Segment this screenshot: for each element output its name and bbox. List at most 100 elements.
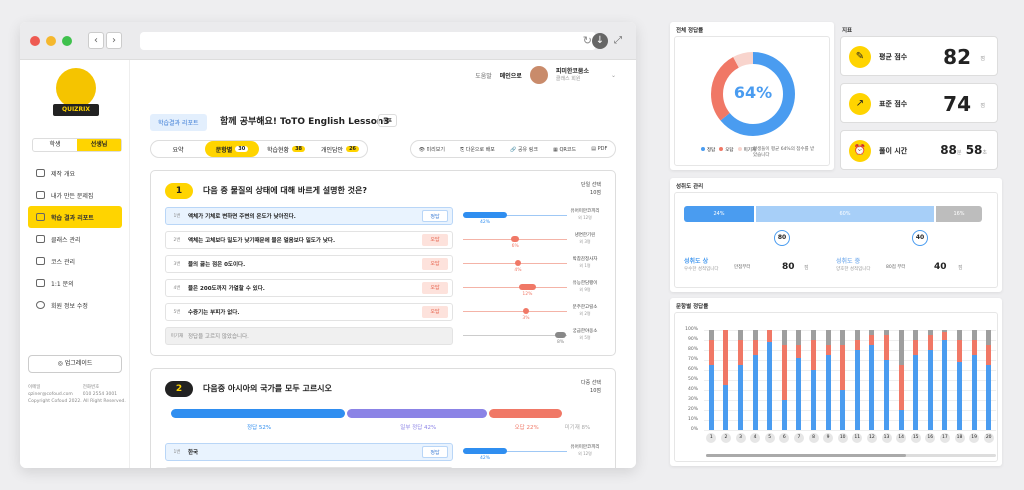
minimize-dot[interactable] [46, 36, 56, 46]
back-icon[interactable]: ‹ [88, 32, 104, 49]
responder-label: 분주한고릴소 외 2명 [555, 305, 615, 317]
sidebar-item-report[interactable]: 학습 결과 리포트 [28, 206, 122, 228]
chart-bar-정답 [723, 385, 729, 430]
response-track [463, 335, 567, 336]
responder-label: 유어미만코끼리 외 12명 [555, 445, 615, 457]
download-icon[interactable]: ↓ [592, 33, 608, 49]
correct-tag: 정답 [422, 210, 448, 222]
chart-bar-정답 [738, 365, 743, 430]
high-unit: 점 [804, 265, 809, 271]
gridline [704, 350, 996, 351]
response-percent: 8% [557, 340, 565, 345]
responder-label: 유능한담팽이 외 9명 [555, 281, 615, 293]
upgrade-button[interactable]: ◎ 업그레이드 [28, 355, 122, 373]
fullscreen-icon[interactable]: ⤢ [614, 35, 622, 46]
x-tick-label: 6 [779, 433, 790, 443]
option-row[interactable]: 5번 수증기는 부피가 없다. 오답 [165, 303, 453, 321]
legend-label: 정답 [707, 148, 716, 153]
option-row[interactable]: 2번이탈리아오답 [165, 467, 453, 468]
option-row[interactable]: 1번 한국 정답 [165, 443, 453, 461]
chart-bar-미기재 [986, 330, 992, 345]
share-link-button[interactable]: 🔗 공유 링크 [510, 146, 538, 153]
sidebar-menu: 제작 개요 내가 만든 문제집 학습 결과 리포트 클래스 관리 코스 관리 1… [28, 162, 122, 316]
option-row[interactable]: 3번 물의 끓는 점은 0도이다. 오답 [165, 255, 453, 273]
gridline [704, 340, 996, 341]
response-bar [523, 308, 529, 314]
chevron-down-icon[interactable]: ⌄ [610, 71, 616, 79]
help-link[interactable]: 도움말 [475, 72, 492, 80]
sidebar-item-profile[interactable]: 회원 정보 수정 [28, 294, 122, 316]
high-value: 80 [782, 262, 795, 272]
tool-label: PDF [597, 146, 608, 152]
x-tick-label: 20 [983, 433, 994, 443]
accuracy-legend: 정답 오답 미기재 [701, 147, 756, 153]
tab-progress[interactable]: 학습현황 38 [259, 141, 313, 157]
correct-tag: 정답 [422, 446, 448, 458]
check-icon: ◎ [57, 360, 65, 367]
chart-bar-오답 [854, 340, 860, 350]
responder-label: 유어미만코끼리 외 12명 [555, 209, 615, 221]
maximize-dot[interactable] [62, 36, 72, 46]
responder-name: 유어미만코끼리 [570, 209, 600, 214]
tab-summary[interactable]: 요약 [151, 141, 205, 157]
sidebar-item-inquiry[interactable]: 1:1 문의 [28, 272, 122, 294]
sidebar-item-my-quizzes[interactable]: 내가 만든 문제집 [28, 184, 122, 206]
trend-icon: ↗ [849, 93, 871, 115]
tab-answers[interactable]: 개인답안 26 [313, 141, 367, 157]
option-number: 미기재 [170, 334, 184, 339]
sidebar-item-class[interactable]: 클래스 관리 [28, 228, 122, 250]
panel-title: 지표 [842, 28, 853, 34]
avatar[interactable] [529, 66, 548, 84]
chart-bar-미기재 [869, 330, 875, 335]
page-title: 함께 공부해요! ToTO English Lesson3 [220, 117, 390, 127]
responder-label: 박참감정사자 외 1명 [555, 257, 615, 269]
option-row[interactable]: 미기재 정답을 고르지 않았습니다. [165, 327, 453, 345]
chart-scrollbar[interactable] [706, 454, 996, 457]
chart-bar-정답 [708, 365, 714, 430]
stat-label: 표준 점수 [879, 100, 908, 108]
y-tick-label: 70% [687, 357, 698, 362]
tab-by-question[interactable]: 문항별 30 [205, 141, 259, 157]
chart-bar-정답 [898, 410, 904, 430]
qr-button[interactable]: ▦ QR코드 [553, 146, 577, 153]
accuracy-value: 64% [733, 83, 773, 102]
close-dot[interactable] [30, 36, 40, 46]
high-threshold-pin[interactable]: 80 [774, 230, 790, 246]
role-tab-teacher[interactable]: 선생님 [77, 139, 121, 151]
pdf-button[interactable]: ▤ PDF [591, 146, 608, 152]
goal-button[interactable]: 목표 [378, 114, 398, 127]
sidebar-item-overview[interactable]: 제작 개요 [28, 162, 122, 184]
chart-bar-오답 [986, 345, 992, 365]
forward-icon[interactable]: › [106, 32, 122, 49]
option-row[interactable]: 2번 액체는 고체보다 밀도가 낮기때문에 물은 얼음보다 밀도가 낮다. 오답 [165, 231, 453, 249]
mid-threshold-pin[interactable]: 40 [912, 230, 928, 246]
role-tabs: 학생 선생님 [32, 138, 122, 152]
time-min-unit: 분 [956, 150, 962, 156]
chart-bar-정답 [811, 370, 816, 430]
avg-score-card: ✎ 평균 점수 82 점 [840, 36, 998, 76]
wrong-tag: 오답 [422, 282, 448, 294]
responder-count: 외 12명 [578, 215, 592, 220]
chart-icon [36, 213, 45, 221]
sidebar-item-course[interactable]: 코스 관리 [28, 250, 122, 272]
high-level: 성취도 상 우수한 성적입니다 [684, 258, 719, 274]
response-bar [463, 448, 508, 454]
role-tab-student[interactable]: 학생 [49, 141, 61, 148]
response-percent: 3% [522, 316, 530, 321]
time-min: 88 [940, 143, 957, 157]
question-points: 10점 [590, 388, 601, 394]
reload-icon[interactable]: ↻ [582, 34, 592, 47]
url-bar[interactable]: ↻ [140, 32, 596, 50]
response-bar [515, 260, 521, 266]
distribute-button[interactable]: ⎘ 다운으로 배포 [460, 146, 495, 153]
home-link[interactable]: 메인으로 [499, 72, 522, 80]
sidebar-item-label: 코스 관리 [51, 258, 75, 266]
option-row[interactable]: 1번 액체가 기체로 변하면 주변의 온도가 낮아진다. 정답 [165, 207, 453, 225]
option-row[interactable]: 4번 물은 200도까지 가열할 수 있다. 오답 [165, 279, 453, 297]
x-tick-label: 4 [750, 433, 761, 443]
chart-bar-정답 [913, 355, 919, 430]
legend-item: 미기재 [737, 147, 756, 153]
user-name: 피미한코뭄소 [555, 67, 589, 75]
scrollbar-thumb[interactable] [706, 454, 906, 457]
preview-button[interactable]: 👁 미리보기 [418, 146, 445, 153]
